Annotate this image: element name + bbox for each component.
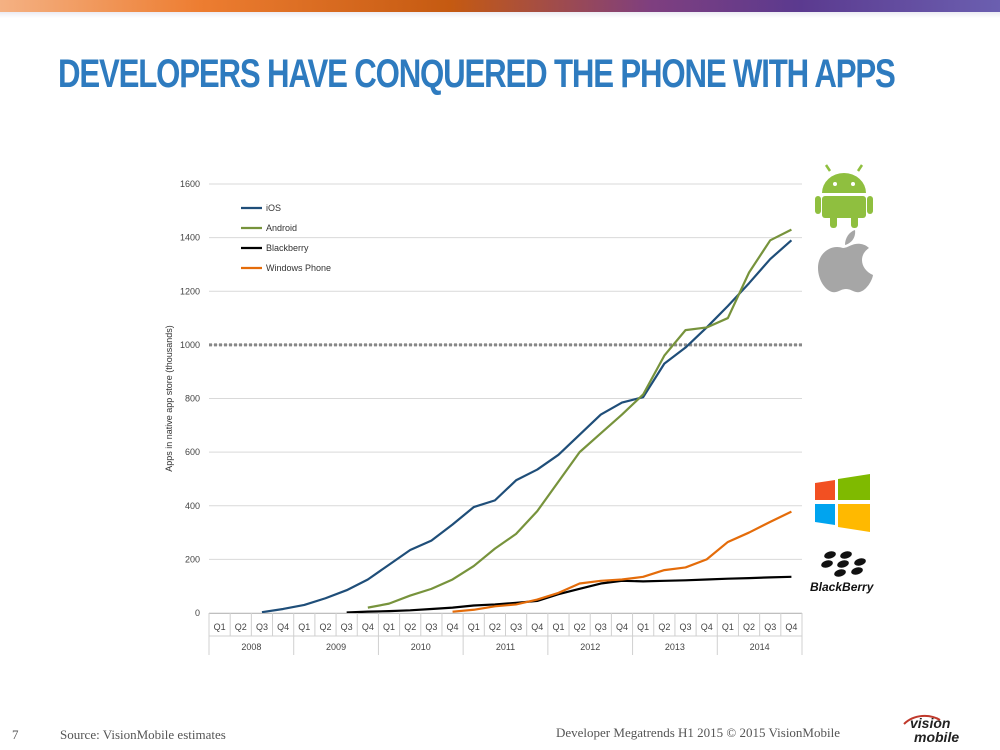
x-year-label: 2008 [241, 642, 261, 652]
x-tick-label: Q3 [341, 622, 353, 632]
line-chart: Q1 Q2 Q3 Q4 Q1 Q2 Q3 Q4 Q1 Q2 Q3 Q4 Q1 Q2 Q3 Q4 Q1 Q2 Q3 Q4… [164, 164, 875, 655]
series-lines [261, 228, 793, 614]
x-tick-label: Q1 [552, 622, 564, 632]
logo-vision-text: vision [910, 715, 950, 731]
x-year-label: 2013 [665, 642, 685, 652]
blackberry-icon [821, 551, 866, 577]
y-tick-label: 600 [185, 447, 200, 457]
x-year-label: 2010 [411, 642, 431, 652]
x-tick-label: Q1 [383, 622, 395, 632]
x-tick-label: Q2 [235, 622, 247, 632]
footer-credit: Developer Megatrends H1 2015 © 2015 Visi… [556, 725, 840, 740]
x-tick-label: Q2 [404, 622, 416, 632]
visionmobile-logo: vision mobile [903, 714, 959, 744]
y-tick-label: 1000 [180, 340, 200, 350]
y-tick-label: 0 [195, 608, 200, 618]
y-axis: 0 200 400 600 800 1000 1200 1400 1600 [180, 179, 200, 618]
x-tick-label: Q3 [510, 622, 522, 632]
legend-label: Windows Phone [266, 263, 331, 273]
y-tick-label: 1400 [180, 233, 200, 243]
x-tick-label: Q2 [658, 622, 670, 632]
page-number: 7 [12, 727, 19, 742]
logo-mobile-text: mobile [914, 729, 959, 744]
x-tick-label: Q4 [447, 622, 459, 632]
x-tick-label: Q4 [362, 622, 374, 632]
legend-label: Android [266, 223, 297, 233]
x-tick-label: Q3 [764, 622, 776, 632]
top-color-bar [0, 0, 1000, 12]
y-axis-title: Apps in native app store (thousands) [164, 325, 174, 472]
x-tick-label: Q3 [425, 622, 437, 632]
x-tick-label: Q2 [574, 622, 586, 632]
windows-icon [815, 474, 870, 532]
x-year-label: 2009 [326, 642, 346, 652]
x-axis: Q1 Q2 Q3 Q4 Q1 Q2 Q3 Q4 Q1 Q2 Q3 Q4 Q1 Q2 Q3 Q4 Q1 Q2 Q3 Q4… [208, 613, 803, 655]
x-tick-label: Q3 [595, 622, 607, 632]
logo-swoosh [903, 714, 941, 725]
x-tick-label: Q1 [214, 622, 226, 632]
source-note: Source: VisionMobile estimates [60, 727, 226, 742]
x-tick-label: Q4 [701, 622, 713, 632]
series-line-android [367, 228, 792, 609]
legend-label: Blackberry [266, 243, 309, 253]
blackberry-logo-text: BlackBerry [810, 580, 875, 594]
x-tick-label: Q2 [743, 622, 755, 632]
apple-icon [818, 230, 873, 293]
x-tick-label: Q2 [319, 622, 331, 632]
x-year-label: 2014 [750, 642, 770, 652]
y-tick-label: 1200 [180, 286, 200, 296]
y-tick-label: 1600 [180, 179, 200, 189]
y-tick-label: 400 [185, 501, 200, 511]
x-year-label: 2011 [496, 642, 515, 652]
x-tick-label: Q3 [256, 622, 268, 632]
x-tick-label: Q1 [298, 622, 310, 632]
x-tick-label: Q3 [680, 622, 692, 632]
android-icon [815, 164, 873, 228]
x-tick-label: Q1 [468, 622, 480, 632]
legend: iOS Android Blackberry Windows Phone [241, 203, 331, 273]
x-tick-label: Q4 [785, 622, 797, 632]
series-line-windows-phone [452, 510, 792, 613]
x-tick-label: Q1 [637, 622, 649, 632]
y-tick-label: 800 [185, 394, 200, 404]
x-tick-label: Q2 [489, 622, 501, 632]
page-title: DEVELOPERS HAVE CONQUERED THE PHONE WITH… [58, 52, 896, 96]
x-year-label: 2012 [580, 642, 600, 652]
x-tick-label: Q4 [531, 622, 543, 632]
legend-label: iOS [266, 203, 281, 213]
top-bar-shadow [0, 12, 1000, 18]
x-tick-label: Q1 [722, 622, 734, 632]
y-tick-label: 200 [185, 554, 200, 564]
x-tick-label: Q4 [277, 622, 289, 632]
series-line-blackberry [346, 575, 792, 614]
series-line-ios [261, 239, 793, 614]
x-tick-label: Q4 [616, 622, 628, 632]
